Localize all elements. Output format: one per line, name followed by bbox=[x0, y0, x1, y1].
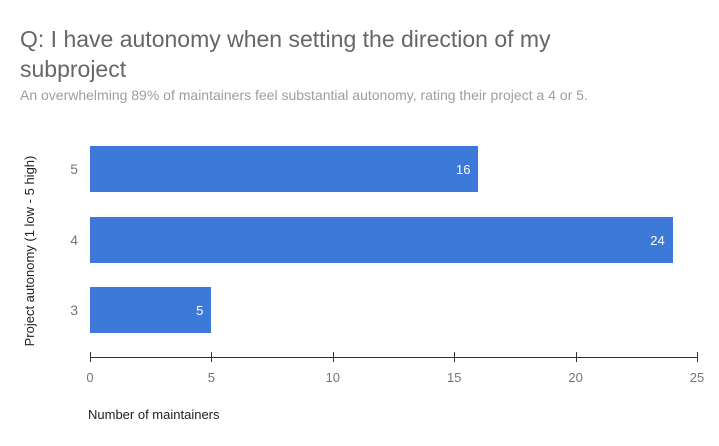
bar-category-5[interactable]: 16 bbox=[90, 146, 479, 192]
x-axis-tick-label-15: 15 bbox=[446, 370, 462, 385]
bar-value-label: 24 bbox=[650, 232, 665, 248]
x-axis-line bbox=[90, 357, 697, 358]
x-axis-tick-mark bbox=[697, 352, 698, 362]
bar-value-label: 16 bbox=[456, 161, 471, 177]
x-axis-tick-mark bbox=[575, 352, 577, 362]
category-label-5: 5 bbox=[70, 161, 78, 177]
category-label-3: 3 bbox=[70, 302, 78, 318]
category-label-4: 4 bbox=[70, 232, 78, 248]
chart-subtitle: An overwhelming 89% of maintainers feel … bbox=[20, 87, 588, 103]
x-axis-tick-label-0: 0 bbox=[86, 370, 94, 385]
x-axis-tick-mark bbox=[90, 352, 91, 362]
chart-title: Q: I have autonomy when setting the dire… bbox=[20, 26, 551, 82]
x-axis-tick-label-25: 25 bbox=[689, 370, 705, 385]
x-axis-tick-mark bbox=[211, 352, 213, 362]
x-axis-title: Number of maintainers bbox=[88, 407, 220, 422]
bar-category-3[interactable]: 5 bbox=[90, 287, 212, 333]
x-axis-tick-mark bbox=[332, 352, 334, 362]
x-axis-tick-mark bbox=[454, 352, 456, 362]
bar-value-label: 5 bbox=[196, 302, 204, 318]
y-axis-title: Project autonomy (1 low - 5 high) bbox=[22, 155, 37, 347]
x-axis-tick-label-10: 10 bbox=[325, 370, 341, 385]
x-axis-tick-label-20: 20 bbox=[568, 370, 583, 385]
bar-category-4[interactable]: 24 bbox=[90, 217, 673, 263]
x-axis-tick-label-5: 5 bbox=[207, 370, 215, 385]
